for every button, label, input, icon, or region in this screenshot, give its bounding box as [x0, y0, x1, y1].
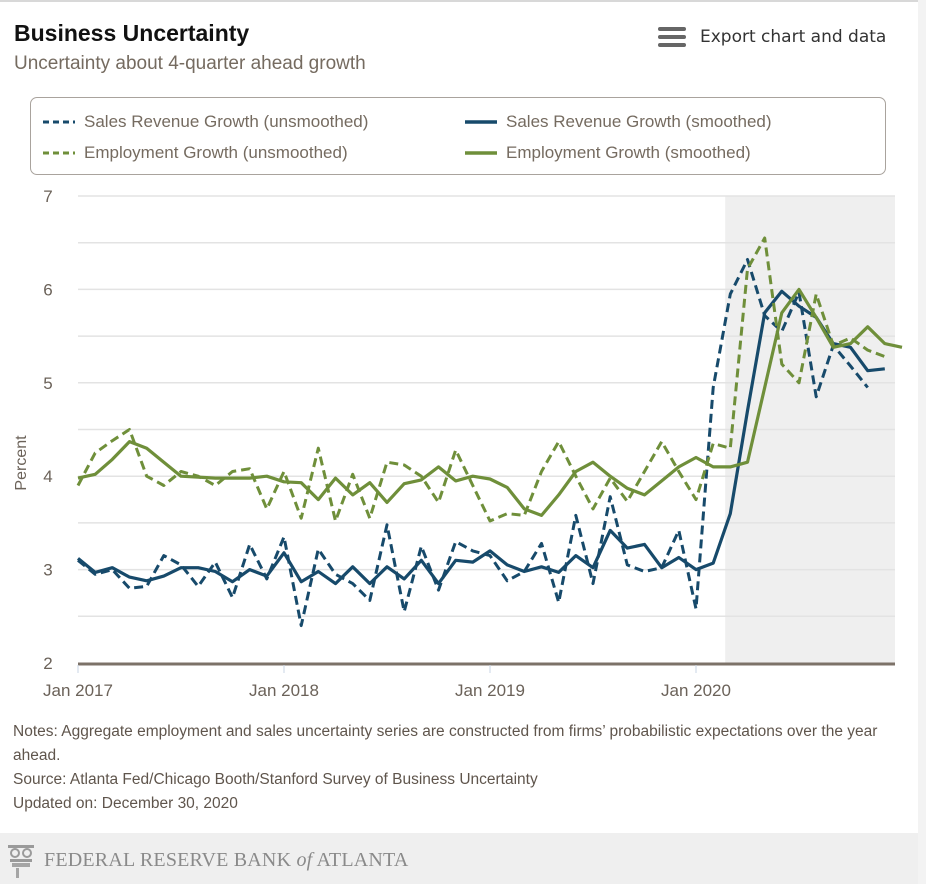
x-tick-label: Jan 2020	[661, 681, 731, 700]
chart-subtitle: Uncertainty about 4-quarter ahead growth	[14, 53, 366, 74]
legend-label: Employment Growth (unsmoothed)	[84, 143, 348, 162]
legend-label: Sales Revenue Growth (smoothed)	[506, 112, 772, 131]
dashed-line-swatch-icon	[43, 120, 75, 124]
line-chart: 2 3 4 5 6 7 Jan 2017 Jan 2018 Jan 2019 Jan 2020 P…	[13, 187, 903, 700]
solid-line-swatch-icon	[465, 151, 497, 155]
top-divider	[0, 0, 926, 2]
footer: FEDERAL RESERVE BANK of ATLANTA	[0, 833, 918, 884]
legend-item-employment-smoothed[interactable]: Employment Growth (smoothed)	[465, 143, 751, 163]
y-tick-label: 6	[43, 280, 52, 299]
dashed-line-swatch-icon	[43, 151, 75, 155]
series-line-employment-growth-smoothed	[77, 287, 903, 517]
chart-title: Business Uncertainty	[14, 20, 250, 46]
notes-text: Notes: Aggregate employment and sales un…	[13, 723, 878, 764]
legend-label: Employment Growth (smoothed)	[506, 143, 751, 162]
y-tick-label: 5	[43, 374, 52, 393]
export-label: Export chart and data	[700, 27, 887, 47]
source-text: Source: Atlanta Fed/Chicago Booth/Stanfo…	[13, 771, 538, 788]
legend-label: Sales Revenue Growth (unsmoothed)	[84, 112, 369, 131]
y-tick-label: 4	[43, 467, 52, 486]
chart-notes: Notes: Aggregate employment and sales un…	[13, 720, 913, 816]
federal-reserve-atlanta-logo[interactable]: FEDERAL RESERVE BANK of ATLANTA	[44, 849, 409, 871]
updated-text: Updated on: December 30, 2020	[13, 795, 238, 812]
y-axis-label: Percent	[13, 435, 30, 491]
legend-item-sales-smoothed[interactable]: Sales Revenue Growth (smoothed)	[465, 112, 772, 132]
y-tick-label: 7	[43, 187, 52, 206]
y-tick-label: 3	[43, 561, 52, 580]
legend-item-employment-unsmoothed[interactable]: Employment Growth (unsmoothed)	[43, 143, 348, 163]
x-tick-label: Jan 2018	[249, 681, 319, 700]
y-tick-label: 2	[43, 654, 52, 673]
legend-item-sales-unsmoothed[interactable]: Sales Revenue Growth (unsmoothed)	[43, 112, 368, 132]
solid-line-swatch-icon	[465, 120, 497, 124]
scrollbar-track[interactable]	[918, 0, 926, 884]
x-tick-label: Jan 2017	[43, 681, 113, 700]
series-line-sales-revenue-growth-smoothed	[76, 289, 885, 586]
hamburger-menu-icon	[658, 27, 686, 47]
x-tick-label: Jan 2019	[455, 681, 525, 700]
export-chart-button[interactable]: Export chart and data	[658, 27, 886, 47]
chart-legend: Sales Revenue Growth (unsmoothed) Sales …	[30, 97, 886, 175]
column-capital-icon	[8, 845, 34, 878]
series-line-employment-growth-unsmoothed	[76, 236, 886, 523]
